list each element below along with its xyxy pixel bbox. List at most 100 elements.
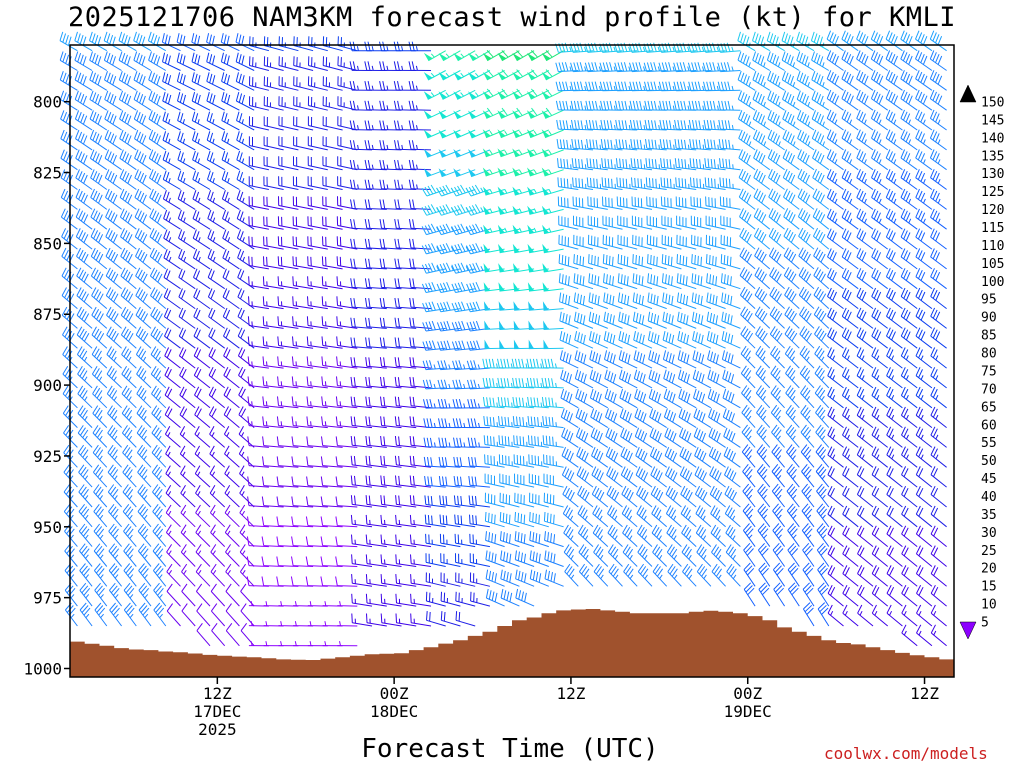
barb-flag xyxy=(239,152,243,162)
wind-barb xyxy=(76,267,93,290)
barb-pennant xyxy=(512,205,520,215)
barb-half-flag xyxy=(158,514,163,520)
barb-flag xyxy=(110,526,117,535)
wind-barb xyxy=(291,536,314,548)
wind-barb xyxy=(148,71,167,91)
barb-flag xyxy=(141,528,149,537)
barb-flag xyxy=(353,396,356,407)
barb-flag xyxy=(195,270,201,280)
barb-flag xyxy=(241,75,245,85)
barb-flag xyxy=(460,282,466,291)
barb-staff xyxy=(352,208,373,210)
barb-half-flag xyxy=(401,144,404,150)
barb-half-flag xyxy=(212,158,215,164)
barb-flag xyxy=(124,427,131,436)
barb-flag xyxy=(125,212,130,222)
barb-flag xyxy=(94,563,101,571)
barb-flag xyxy=(222,249,227,258)
barb-staff xyxy=(396,385,417,389)
wind-barb xyxy=(277,316,299,329)
barb-flag xyxy=(492,378,495,388)
barb-flag xyxy=(504,416,507,427)
barb-flag xyxy=(209,425,215,435)
wind-barb xyxy=(437,340,461,351)
barb-flag xyxy=(118,51,123,61)
wind-barb xyxy=(455,611,476,627)
barb-flag xyxy=(352,120,356,130)
barb-staff xyxy=(221,139,240,151)
barb-staff xyxy=(135,275,152,290)
barb-staff xyxy=(514,463,535,468)
barb-flag xyxy=(397,179,400,189)
barb-pennant xyxy=(541,72,551,80)
wind-barb xyxy=(529,511,549,528)
barb-flag xyxy=(91,306,97,316)
wind-barb xyxy=(62,385,78,409)
barb-half-flag xyxy=(463,383,466,389)
barb-flag xyxy=(365,376,368,387)
wind-barb xyxy=(395,495,417,508)
barb-flag xyxy=(364,61,368,71)
wind-barb xyxy=(262,436,284,448)
barb-staff xyxy=(442,50,461,62)
barb-flag xyxy=(155,330,161,340)
wind-barb xyxy=(133,110,152,131)
barb-flag xyxy=(513,435,515,445)
wind-barb xyxy=(224,504,240,528)
wind-barb xyxy=(89,31,108,52)
barb-flag xyxy=(439,514,442,524)
barb-flag xyxy=(567,470,572,480)
barb-flag xyxy=(455,611,458,621)
barb-flag xyxy=(353,436,356,446)
barb-half-flag xyxy=(569,46,572,52)
barb-flag xyxy=(78,269,84,279)
barb-flag xyxy=(194,113,199,123)
barb-flag xyxy=(336,256,339,266)
barb-flag xyxy=(155,350,161,360)
barb-flag xyxy=(98,607,106,616)
barb-staff xyxy=(485,539,505,548)
barb-staff xyxy=(560,378,579,389)
barb-staff xyxy=(322,305,343,310)
wind-barb xyxy=(236,131,255,151)
barb-staff xyxy=(223,316,240,329)
barb-flag xyxy=(239,211,244,221)
barb-flag xyxy=(336,356,338,366)
barb-flag xyxy=(136,171,142,180)
barb-flag xyxy=(262,416,265,426)
barb-flag xyxy=(155,585,162,594)
wind-barb xyxy=(136,425,152,448)
barb-flag xyxy=(141,489,148,498)
barb-flag xyxy=(207,209,212,219)
barb-pennant xyxy=(482,91,492,100)
barb-flag xyxy=(561,274,564,284)
wind-barb xyxy=(395,554,417,567)
barb-staff xyxy=(455,387,476,390)
barb-flag xyxy=(236,111,240,121)
barb-flag xyxy=(211,368,217,378)
barb-staff xyxy=(322,225,343,230)
barb-staff xyxy=(207,237,225,250)
barb-pennant xyxy=(482,110,491,119)
barb-half-flag xyxy=(182,491,186,496)
wind-barb xyxy=(514,473,535,488)
barb-flag xyxy=(80,232,86,241)
barb-flag xyxy=(152,543,160,552)
wind-barb xyxy=(106,385,122,409)
barb-flag xyxy=(485,377,489,388)
barb-half-flag xyxy=(143,416,147,421)
barb-half-flag xyxy=(84,514,89,520)
barb-staff xyxy=(366,464,387,468)
wind-barb xyxy=(90,267,108,290)
barb-flag xyxy=(165,465,171,474)
barb-staff xyxy=(166,591,181,607)
barb-flag xyxy=(561,427,566,437)
barb-staff xyxy=(278,465,299,468)
barb-half-flag xyxy=(212,138,215,144)
barb-flag xyxy=(277,356,279,366)
barb-half-flag xyxy=(99,534,104,540)
barb-flag xyxy=(208,347,214,357)
barb-flag xyxy=(482,396,486,407)
wind-barb xyxy=(206,150,225,171)
barb-flag xyxy=(156,174,162,184)
